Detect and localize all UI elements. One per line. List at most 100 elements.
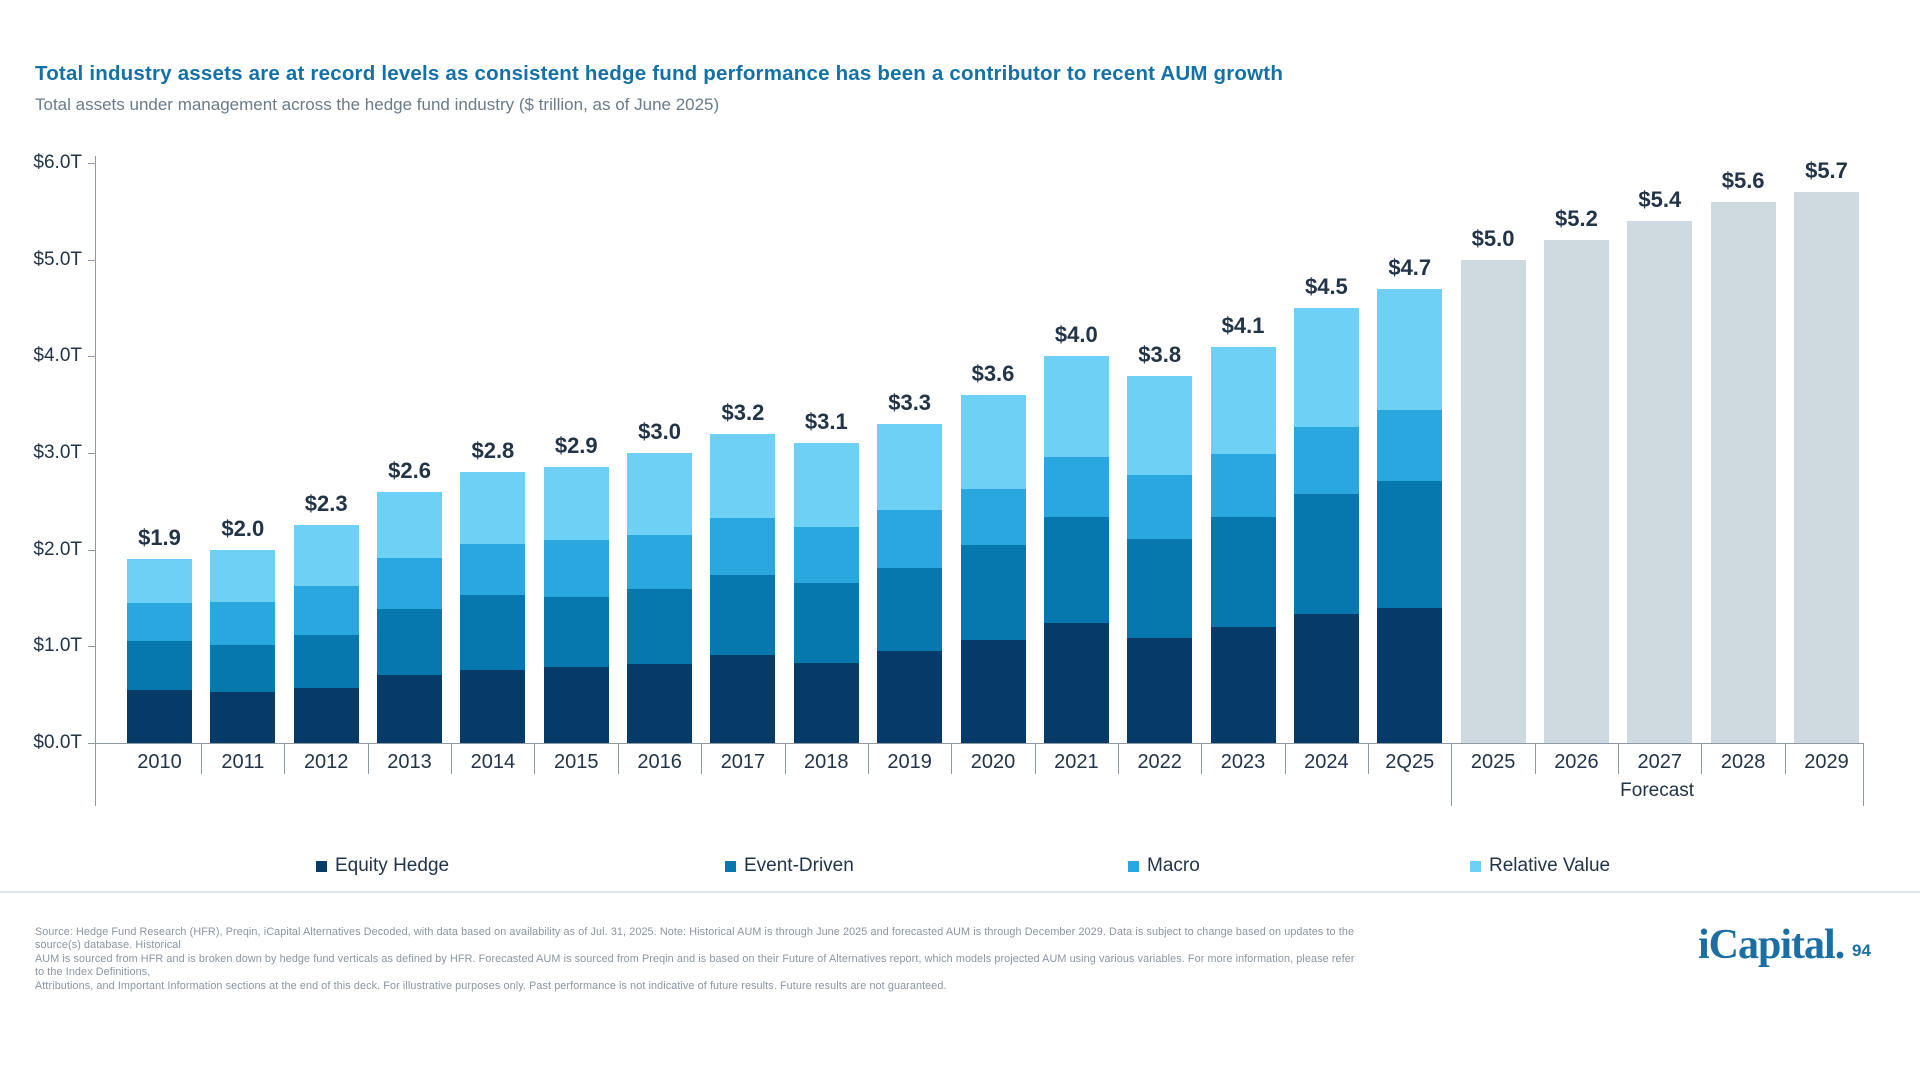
bar-segment-event-driven <box>710 574 776 656</box>
x-axis-label: 2024 <box>1304 751 1349 773</box>
x-axis-label: 2026 <box>1554 751 1599 773</box>
bar-segment-relative-value <box>710 433 776 518</box>
bar-segment-equity-hedge <box>377 675 443 743</box>
bar-value-label: $2.9 <box>554 433 598 459</box>
bar-segment-relative-value <box>1293 307 1359 427</box>
bar-segment-event-driven <box>960 544 1026 640</box>
bar-value-label: $3.2 <box>721 399 765 425</box>
x-axis-separator <box>1284 743 1286 774</box>
footer-line-3: Attributions, and Important Information … <box>35 979 947 992</box>
x-axis-separator <box>867 743 869 774</box>
footer-line-2: AUM is sourced from HFR and is broken do… <box>35 952 1355 979</box>
bar-segment-forecast <box>1794 191 1859 743</box>
bar-segment-macro <box>627 535 693 590</box>
bar-segment-relative-value <box>377 491 443 559</box>
x-axis-separator <box>784 743 786 774</box>
bar-segment-equity-hedge <box>543 666 609 743</box>
bar-segment-macro <box>710 517 776 575</box>
bar-segment-relative-value <box>1043 356 1109 457</box>
x-axis-separator <box>201 743 203 774</box>
bar-segment-forecast <box>1710 201 1776 743</box>
bar-segment-event-driven <box>127 641 192 690</box>
bar-segment-equity-hedge <box>127 689 192 743</box>
bar-segment-macro <box>877 510 943 569</box>
bar-segment-equity-hedge <box>1377 607 1443 743</box>
bar-value-label: $3.3 <box>888 389 932 415</box>
x-axis-label: 2021 <box>1054 751 1099 773</box>
bar-segment-equity-hedge <box>460 669 526 743</box>
bar-segment-equity-hedge <box>793 662 859 743</box>
y-axis-label: $5.0T <box>33 248 82 270</box>
bar-segment-macro <box>293 586 359 635</box>
x-axis-label: 2010 <box>137 751 182 773</box>
bar-segment-relative-value <box>1127 375 1193 476</box>
bar-value-label: $3.0 <box>638 418 681 444</box>
x-axis-separator <box>1701 743 1703 774</box>
bar-segment-macro <box>1127 475 1193 540</box>
bar-segment-equity-hedge <box>1293 614 1359 743</box>
x-axis-label: 2018 <box>804 751 849 773</box>
bar-segment-forecast <box>1460 259 1526 743</box>
x-axis-label: 2028 <box>1720 751 1766 773</box>
page-subtitle: Total assets under management across the… <box>35 95 720 114</box>
y-axis-tick <box>88 549 95 551</box>
x-axis-separator <box>1534 743 1536 774</box>
y-axis-tick <box>88 743 95 744</box>
bar-value-label: $4.7 <box>1388 254 1432 280</box>
x-axis-label: 2022 <box>1137 751 1182 773</box>
bar-segment-event-driven <box>1043 516 1109 624</box>
bar-segment-relative-value <box>543 467 609 540</box>
icapital-logo-dot: . <box>1834 922 1845 968</box>
x-axis-separator <box>1784 743 1786 774</box>
bar-value-label: $4.0 <box>1054 322 1098 348</box>
bar-segment-equity-hedge <box>1043 623 1109 743</box>
y-axis-label: $6.0T <box>33 151 82 173</box>
bar-value-label: $3.8 <box>1138 341 1182 367</box>
bar-segment-event-driven <box>877 568 943 652</box>
bar-segment-relative-value <box>1210 346 1276 454</box>
x-axis-separator <box>367 743 369 774</box>
bar-value-label: $3.6 <box>971 360 1015 386</box>
bar-segment-relative-value <box>127 559 192 603</box>
bar-segment-macro <box>1043 456 1109 517</box>
forecast-bracket-right <box>1863 743 1864 806</box>
x-axis-separator <box>1367 743 1369 774</box>
bar-segment-macro <box>460 543 526 596</box>
x-axis-separator <box>617 743 619 774</box>
x-axis-separator <box>451 743 453 774</box>
x-axis-separator <box>1201 743 1203 774</box>
legend-swatch <box>725 860 736 872</box>
x-axis-separator <box>1117 743 1119 774</box>
x-axis-label: 2029 <box>1804 751 1849 773</box>
footer-disclaimer: Source: Hedge Fund Research (HFR), Preqi… <box>35 926 1365 993</box>
bar-segment-equity-hedge <box>1210 626 1276 743</box>
bar-segment-equity-hedge <box>210 691 276 743</box>
bar-segment-macro <box>210 601 276 646</box>
x-axis-line <box>95 743 1864 744</box>
bar-segment-relative-value <box>793 443 859 528</box>
legend-item: Macro <box>1128 855 1200 877</box>
bar-segment-equity-hedge <box>710 655 776 743</box>
x-axis-separator <box>534 743 536 774</box>
bar-value-label: $2.6 <box>388 457 431 483</box>
x-axis-label: 2016 <box>637 751 682 773</box>
legend-swatch <box>1128 860 1139 872</box>
footer-divider <box>0 891 1920 893</box>
x-axis-label: 2013 <box>387 751 432 773</box>
x-axis-separator <box>1034 743 1036 774</box>
bar-segment-event-driven <box>793 583 859 663</box>
y-axis-tick <box>88 356 95 358</box>
bar-segment-macro <box>1377 410 1443 482</box>
bar-segment-event-driven <box>460 595 526 670</box>
y-axis-label: $3.0T <box>33 441 82 463</box>
x-axis-label: 2011 <box>221 751 265 773</box>
bar-value-label: $5.4 <box>1638 186 1682 212</box>
bar-segment-equity-hedge <box>627 663 693 743</box>
bar-segment-equity-hedge <box>877 651 943 743</box>
y-axis-tick <box>88 162 95 164</box>
legend-item: Equity Hedge <box>316 855 449 877</box>
bar-segment-event-driven <box>627 589 693 664</box>
x-axis-label: 2020 <box>970 751 1016 773</box>
y-axis-line <box>95 156 96 806</box>
